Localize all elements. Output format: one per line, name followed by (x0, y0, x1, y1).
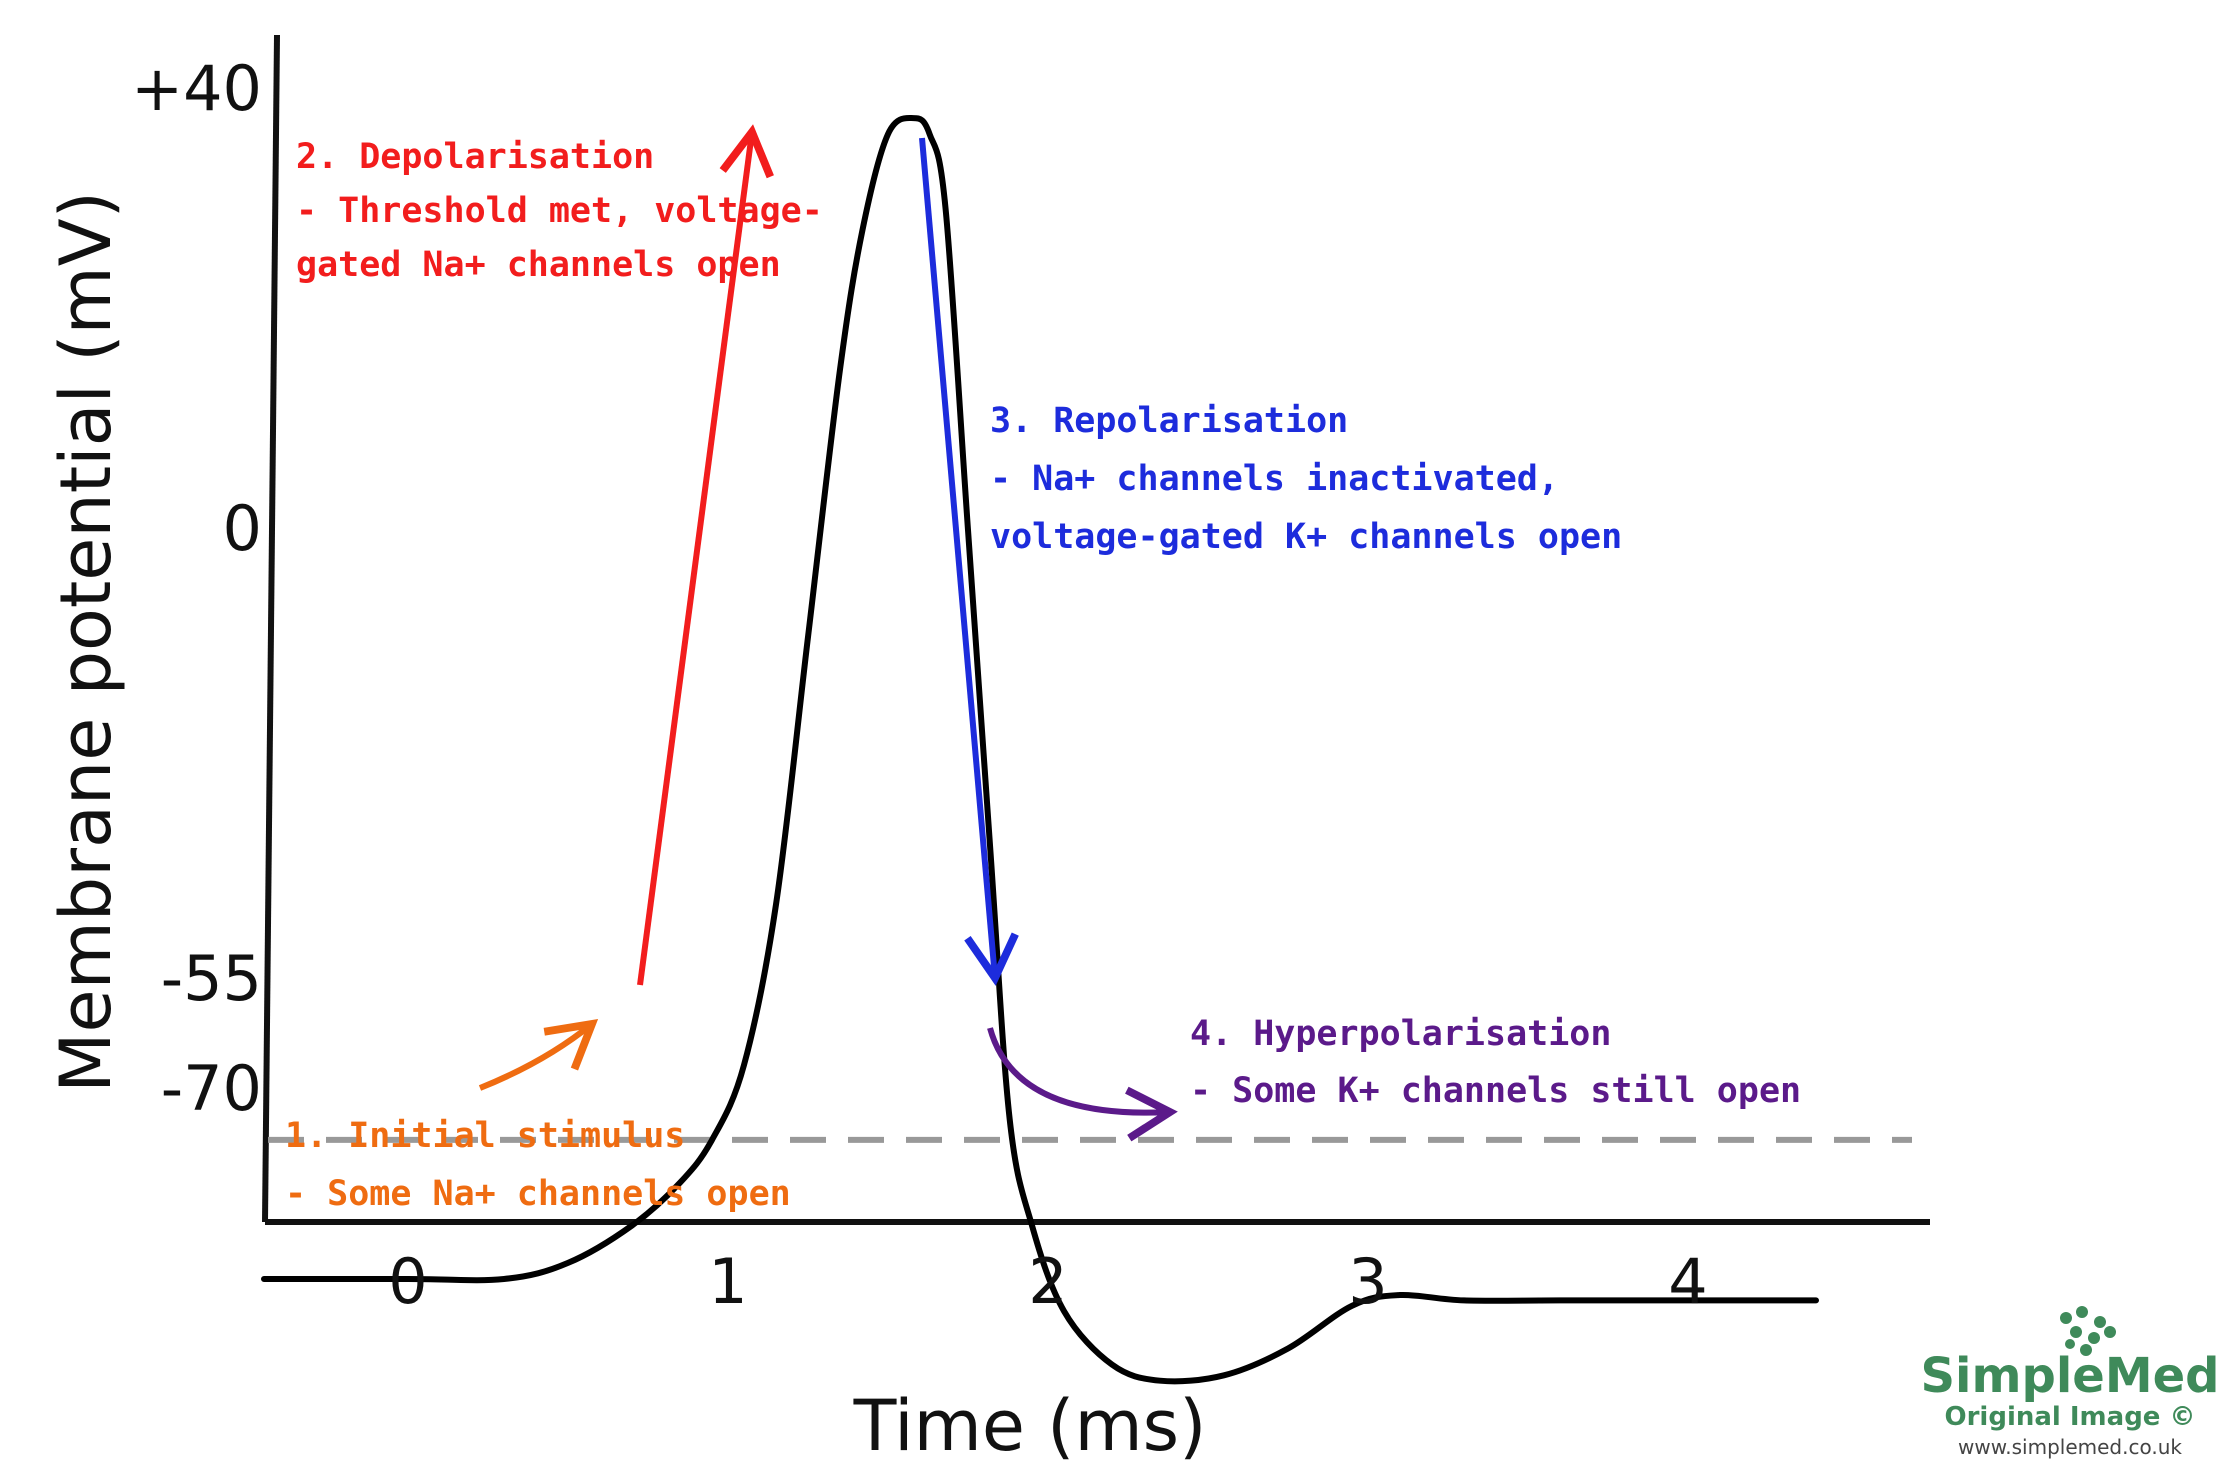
annotation-line: - Some K+ channels still open (1190, 1071, 1801, 1111)
y-tick-label: -70 (161, 1052, 262, 1125)
annotation-repolarisation: 3. Repolarisation - Na+ channels inactiv… (990, 401, 1622, 557)
y-tick-label: +40 (131, 52, 262, 125)
annotation-line: - Threshold met, voltage- (296, 191, 823, 231)
y-axis (262, 34, 280, 1223)
x-tick-label: 4 (1668, 1245, 1707, 1318)
molecule-icon (2060, 1306, 2116, 1356)
x-tick-labels: 0 1 2 3 4 (388, 1245, 1707, 1318)
y-tick-label: -55 (161, 942, 262, 1015)
x-tick-label: 3 (1348, 1245, 1387, 1318)
x-tick-label: 2 (1028, 1245, 1067, 1318)
watermark-url: www.simplemed.co.uk (1958, 1435, 2182, 1459)
repolarisation-arrow (919, 137, 1019, 986)
initial-stimulus-arrow (478, 1019, 599, 1091)
x-tick-label: 0 (388, 1245, 427, 1318)
y-axis-title: Membrane potential (mV) (45, 191, 127, 1093)
annotation-line: gated Na+ channels open (296, 245, 781, 285)
depolarisation-arrow (637, 124, 774, 986)
annotation-line: - Some Na+ channels open (285, 1174, 791, 1214)
watermark-brand: SimpleMed (1920, 1348, 2219, 1404)
hyperpolarisation-arrow (987, 1027, 1178, 1142)
x-axis-title: Time (ms) (853, 1385, 1207, 1467)
annotation-line: - Na+ channels inactivated, (990, 459, 1559, 499)
annotation-line: voltage-gated K+ channels open (990, 517, 1622, 557)
annotation-depolarisation: 2. Depolarisation - Threshold met, volta… (296, 137, 823, 285)
annotation-line: 1. Initial stimulus (285, 1116, 685, 1156)
annotation-line: 3. Repolarisation (990, 401, 1348, 441)
annotation-initial-stimulus: 1. Initial stimulus - Some Na+ channels … (285, 1116, 791, 1214)
series-line-action-potential (261, 114, 1819, 1385)
annotation-hyperpolarisation: 4. Hyperpolarisation - Some K+ channels … (1190, 1014, 1801, 1111)
watermark-subtitle: Original Image © (1945, 1402, 2196, 1432)
simplemed-watermark: SimpleMed Original Image © www.simplemed… (1920, 1306, 2220, 1459)
annotation-line: 4. Hyperpolarisation (1190, 1014, 1611, 1054)
y-tick-label: 0 (223, 492, 262, 565)
annotation-line: 2. Depolarisation (296, 137, 654, 177)
x-tick-label: 1 (708, 1245, 747, 1318)
